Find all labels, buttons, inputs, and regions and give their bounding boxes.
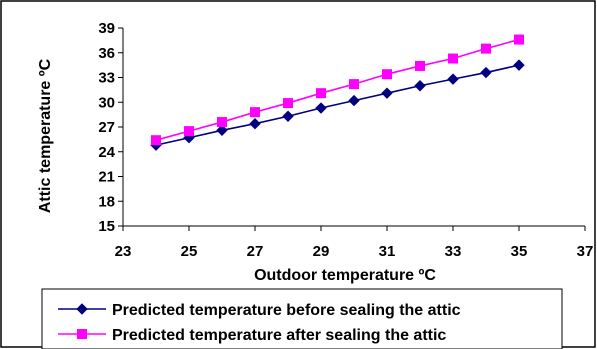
legend-item: Predicted temperature before sealing the… (58, 302, 461, 319)
data-point (250, 107, 260, 118)
data-point (315, 102, 327, 114)
data-point (382, 69, 392, 80)
data-point (414, 80, 426, 92)
data-point (514, 34, 524, 45)
data-point (349, 79, 359, 90)
data-point (216, 124, 228, 137)
data-point (381, 87, 393, 99)
legend-item: Predicted temperature after sealing the … (58, 327, 446, 344)
x-tick-label: 35 (511, 243, 528, 260)
data-point (513, 59, 525, 71)
y-axis-title: Attic temperature ºC (37, 58, 54, 213)
data-point (217, 117, 227, 128)
legend-marker (77, 329, 87, 339)
data-point (480, 66, 492, 79)
y-tick-label: 33 (98, 70, 115, 87)
data-point (316, 88, 326, 99)
data-point (151, 135, 161, 146)
data-point (447, 73, 459, 85)
data-point (282, 110, 294, 122)
data-point (283, 98, 293, 109)
y-tick-label: 30 (98, 94, 115, 111)
legend-items: Predicted temperature before sealing the… (58, 302, 461, 344)
data-point (348, 94, 360, 107)
legend-label: Predicted temperature before sealing the… (112, 302, 461, 319)
data-point (184, 126, 194, 137)
y-tick-label: 39 (98, 20, 115, 37)
legend-marker (76, 303, 88, 315)
series-2 (151, 34, 524, 146)
x-axis-title: Outdoor temperature ºC (254, 267, 436, 284)
series-line (155, 64, 520, 146)
series-line (155, 38, 520, 141)
data-point (481, 43, 491, 54)
x-tick-label: 25 (181, 243, 198, 260)
y-tick-label: 18 (98, 193, 115, 210)
x-tick-label: 27 (247, 243, 264, 260)
data-point (415, 60, 425, 71)
y-tick-label: 21 (98, 169, 115, 186)
y-tick-label: 27 (98, 119, 115, 136)
legend-box (41, 288, 563, 349)
legend-label: Predicted temperature after sealing the … (112, 327, 446, 344)
x-tick-label: 29 (313, 243, 330, 260)
x-tick-label: 31 (379, 243, 396, 260)
series-group (150, 34, 525, 151)
x-tick-label: 33 (445, 243, 462, 260)
series-1 (150, 59, 525, 151)
y-tick-label: 36 (98, 45, 115, 62)
y-axis-ticks: 15 18 21 24 27 30 33 36 39 (98, 20, 123, 235)
data-point (448, 53, 458, 64)
y-tick-label: 15 (98, 218, 115, 235)
x-axis-ticks: 23 25 27 29 31 33 35 37 (115, 226, 594, 260)
y-tick-label: 24 (98, 144, 115, 161)
x-tick-label: 23 (115, 243, 132, 260)
x-tick-label: 37 (577, 243, 594, 260)
legend: Predicted temperature before sealing the… (41, 288, 563, 349)
data-point (249, 117, 261, 130)
